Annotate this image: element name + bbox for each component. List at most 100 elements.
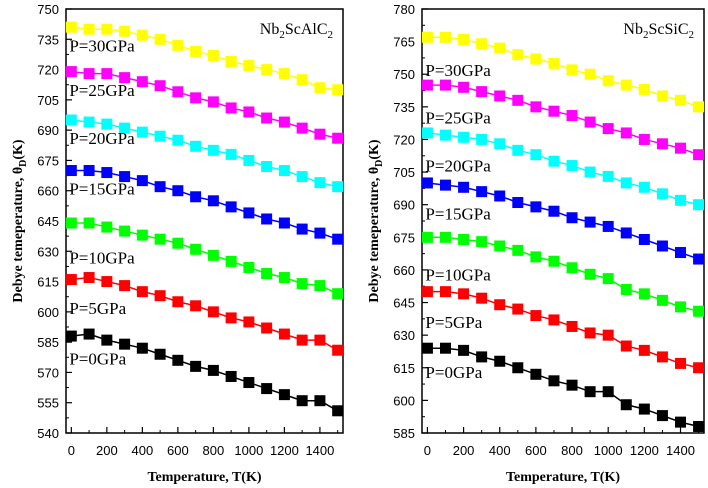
data-point-marker (602, 273, 614, 285)
series-p-5gpa: P=5GPa (65, 272, 344, 356)
data-point-marker (314, 128, 326, 140)
y-tick-label: 645 (37, 214, 59, 229)
series-line (71, 276, 339, 351)
data-point-marker (476, 292, 488, 304)
data-point-marker (638, 133, 650, 145)
data-point-marker (119, 171, 131, 183)
data-point-marker (101, 334, 113, 346)
data-point-marker (332, 233, 344, 245)
title-part: Nb (623, 21, 643, 38)
data-point-marker (620, 340, 632, 352)
data-point-marker (421, 177, 433, 189)
data-point-marker (278, 165, 290, 177)
data-point-marker (458, 131, 470, 143)
y-tick-label: 555 (37, 396, 59, 411)
y-tick-label: 660 (393, 263, 415, 278)
data-point-marker (584, 166, 596, 178)
data-point-marker (172, 86, 184, 98)
series-line (71, 70, 338, 139)
title-part: ScSiC (648, 21, 688, 38)
data-point-marker (225, 370, 237, 382)
data-point-marker (548, 105, 560, 117)
data-point-marker (154, 233, 166, 245)
data-point-marker (602, 75, 614, 87)
data-point-marker (243, 207, 255, 219)
data-point-marker (693, 199, 705, 211)
data-point-marker (136, 175, 148, 187)
data-point-marker (314, 227, 326, 239)
data-point-marker (261, 383, 273, 395)
data-point-marker (494, 355, 506, 367)
y-axis-label-sub: D (18, 160, 29, 167)
series-label: P=30GPa (69, 36, 135, 55)
series-line (427, 84, 699, 156)
data-point-marker (638, 233, 650, 245)
data-point-marker (119, 338, 131, 350)
data-point-marker (154, 348, 166, 360)
y-tick-label: 690 (393, 198, 415, 213)
data-point-marker (638, 83, 650, 95)
y-tick-label: 690 (37, 123, 59, 138)
data-point-marker (476, 133, 488, 145)
x-axis-label: Temperature, T(K) (506, 470, 620, 485)
title-sub: 2 (328, 29, 334, 41)
series-p-20gpa: P=20GPa (65, 114, 344, 193)
series-line (427, 290, 699, 369)
series-p-25gpa: P=25GPa (65, 66, 344, 144)
data-point-marker (207, 96, 219, 108)
data-point-marker (101, 23, 113, 35)
data-point-marker (225, 148, 237, 160)
panel-nb2scalc2: 540 555 570 585 600 615 630 645 660 675 690 705 720 7… (11, 2, 344, 485)
data-point-marker (136, 229, 148, 241)
data-point-marker (314, 280, 326, 292)
data-point-marker (83, 217, 95, 229)
data-point-marker (675, 357, 686, 369)
data-point-marker (190, 191, 202, 203)
series-line (71, 169, 338, 240)
data-point-marker (332, 132, 344, 144)
data-point-marker (296, 74, 308, 86)
series-line (71, 26, 338, 91)
data-point-marker (154, 130, 166, 142)
data-point-marker (602, 170, 614, 182)
data-point-marker (638, 181, 650, 193)
data-point-marker (101, 221, 113, 233)
data-point-marker (278, 389, 290, 401)
data-point-marker (584, 68, 596, 80)
data-point-marker (656, 410, 668, 422)
series-line (71, 333, 339, 412)
y-tick-label: 705 (393, 165, 415, 180)
x-tick-label: 600 (525, 443, 547, 458)
data-point-marker (207, 49, 219, 61)
data-point-marker (296, 395, 308, 407)
data-point-marker (693, 149, 705, 161)
data-point-marker (458, 33, 470, 45)
data-point-marker (494, 42, 506, 54)
data-point-marker (440, 31, 451, 43)
data-point-marker (261, 322, 273, 334)
data-point-marker (548, 57, 560, 69)
data-point-marker (314, 395, 326, 407)
y-tick-label: 660 (37, 184, 59, 199)
data-point-marker (693, 420, 705, 432)
data-point-marker (190, 140, 202, 152)
data-point-marker (548, 314, 560, 326)
data-point-marker (119, 225, 131, 237)
y-axis-label-main: Debye temeperature, θ (367, 167, 382, 303)
data-point-marker (440, 79, 451, 91)
data-point-marker (65, 165, 77, 177)
series-p-10gpa: P=10GPa (421, 231, 705, 317)
title-sub: 2 (279, 29, 285, 41)
y-tick-label: 780 (393, 2, 415, 17)
series-label: P=10GPa (425, 265, 491, 284)
data-point-marker (566, 64, 578, 76)
y-tick-label: 570 (37, 365, 59, 380)
data-point-marker (136, 286, 148, 298)
y-tick-label: 645 (393, 296, 415, 311)
series-line (427, 182, 699, 260)
series-label: P=15GPa (69, 180, 135, 199)
data-point-marker (154, 80, 166, 92)
series-line (71, 222, 338, 295)
data-point-marker (421, 127, 433, 139)
